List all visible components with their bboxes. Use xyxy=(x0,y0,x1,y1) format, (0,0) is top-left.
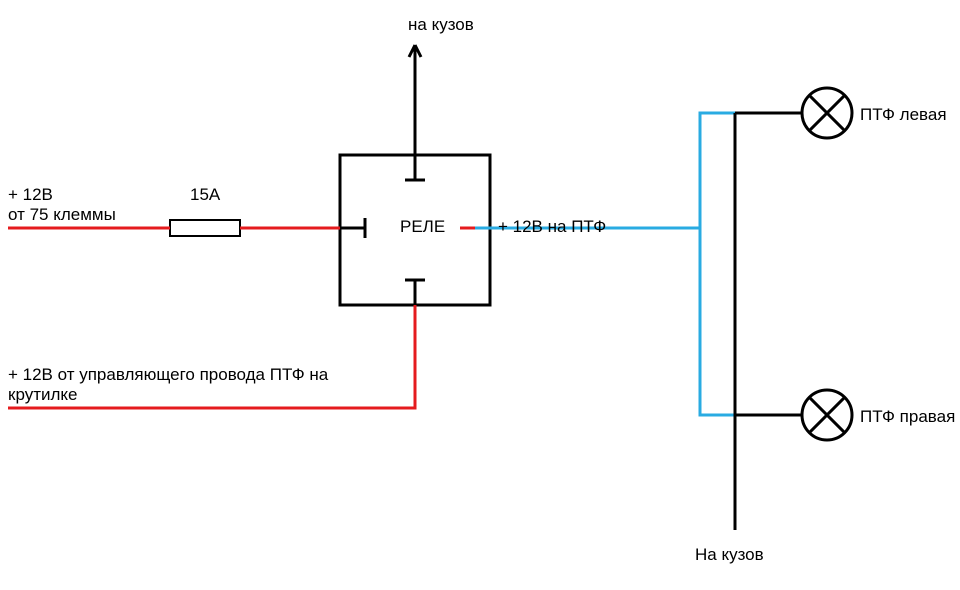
label-fuse-rating: 15А xyxy=(190,185,221,204)
wire-12v-to-ptf xyxy=(490,113,802,415)
lamp-ptf-right xyxy=(802,390,852,440)
wiring-diagram: на кузов + 12В от 75 клеммы 15А РЕЛЕ + 1… xyxy=(0,0,960,590)
label-ptf-left: ПТФ левая xyxy=(860,105,947,124)
label-ptf-right: ПТФ правая xyxy=(860,407,955,426)
label-12v-to-ptf: + 12В на ПТФ xyxy=(498,217,606,236)
label-body-bottom: На кузов xyxy=(695,545,764,564)
label-control-line2: крутилке xyxy=(8,385,78,404)
label-body-top: на кузов xyxy=(408,15,474,34)
label-terminal-75: от 75 клеммы xyxy=(8,205,116,224)
relay-pin-left xyxy=(340,218,365,238)
fuse-symbol xyxy=(170,220,240,236)
relay-pin-top xyxy=(405,155,425,180)
lamp-ptf-left xyxy=(802,88,852,138)
wire-lamps-ground xyxy=(735,113,802,530)
relay-pin-bottom xyxy=(405,280,425,305)
label-relay: РЕЛЕ xyxy=(400,217,445,236)
label-control-line1: + 12В от управляющего провода ПТФ на xyxy=(8,365,329,384)
label-12v-input: + 12В xyxy=(8,185,53,204)
